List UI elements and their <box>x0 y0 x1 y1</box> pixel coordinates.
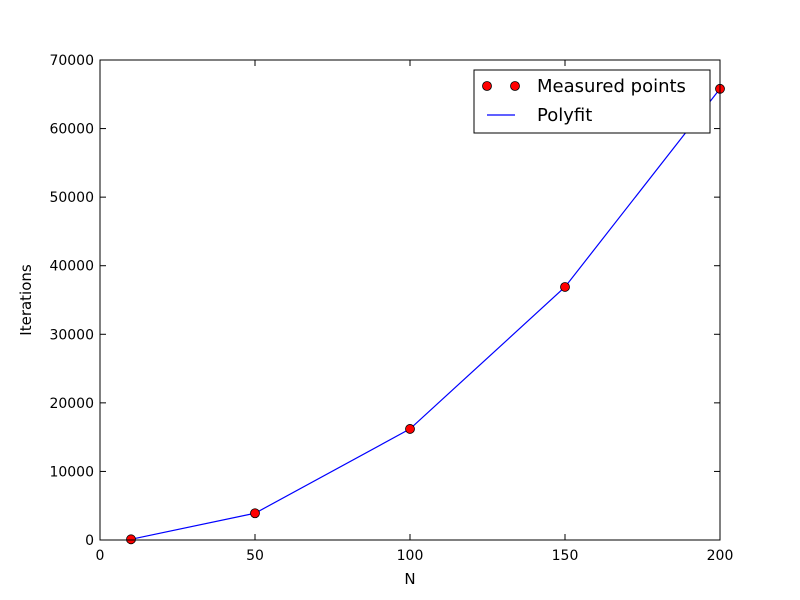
y-axis-ticks: 0 10000 20000 30000 40000 50000 60000 70000 <box>49 53 720 549</box>
polyfit-line <box>130 88 721 540</box>
measured-point <box>560 282 570 292</box>
y-tick-label: 40000 <box>49 259 94 275</box>
legend-box <box>473 69 711 134</box>
x-tick-label: 0 <box>96 548 105 564</box>
legend-label-polyfit: Polyfit <box>537 105 592 126</box>
y-tick-label: 30000 <box>49 327 94 343</box>
measured-point <box>405 424 415 434</box>
y-tick-label: 10000 <box>49 464 94 480</box>
x-tick-label: 50 <box>246 548 264 564</box>
measured-point <box>250 508 260 519</box>
measured-point <box>126 534 136 545</box>
legend-marker-measured-2 <box>510 81 520 91</box>
legend-marker-measured-1 <box>482 81 492 91</box>
y-axis-label: Iterations <box>17 264 35 336</box>
legend-label-measured-points: Measured points <box>537 76 686 97</box>
x-tick-label: 150 <box>552 548 579 564</box>
x-axis-ticks: 0 50 100 150 200 <box>96 60 734 564</box>
x-tick-label: 200 <box>707 548 734 564</box>
y-tick-label: 0 <box>85 533 94 549</box>
y-tick-label: 50000 <box>49 190 94 206</box>
y-tick-label: 70000 <box>49 53 94 69</box>
polyfit-series <box>130 88 721 540</box>
legend: Measured points Polyfit <box>473 69 711 134</box>
y-tick-label: 20000 <box>49 396 94 412</box>
y-tick-label: 60000 <box>49 122 94 138</box>
x-tick-label: 100 <box>397 548 424 564</box>
x-axis-label: N <box>404 570 415 588</box>
measured-points-series <box>126 83 725 545</box>
